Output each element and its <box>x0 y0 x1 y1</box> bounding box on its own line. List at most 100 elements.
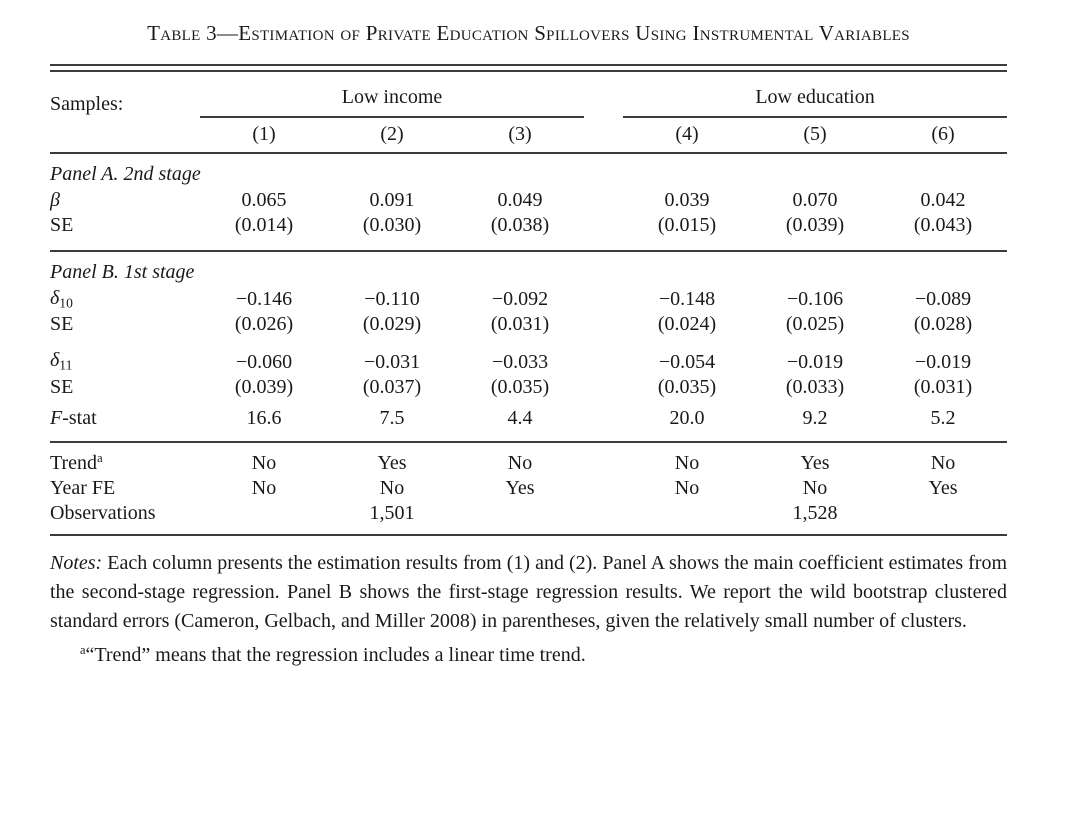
data-cell: (0.025) <box>785 313 845 336</box>
header-rule <box>50 152 1008 154</box>
fstat-row: F-stat 16.6 7.5 4.4 20.0 9.2 5.2 <box>50 400 1007 441</box>
panel-b-heading: Panel B. 1st stage <box>50 261 195 283</box>
data-cell: −0.019 <box>786 350 844 373</box>
controls-rule-row <box>50 440 1008 443</box>
year-fe-label: Year FE <box>50 476 116 499</box>
data-cell: (0.035) <box>657 375 717 398</box>
panel-b-heading-row: Panel B. 1st stage <box>50 252 1007 286</box>
se-label: SE <box>50 375 74 398</box>
delta10-se-row: SE (0.026) (0.029) (0.031) (0.024) (0.02… <box>50 312 1007 337</box>
footnote: a“Trend” means that the regression inclu… <box>50 636 1007 670</box>
delta10-row: δ10 −0.146 −0.110 −0.092 −0.148 −0.106 −… <box>50 286 1007 312</box>
trend-row: Trenda No Yes No No Yes No <box>50 443 1007 476</box>
se-label: SE <box>50 313 74 336</box>
data-cell: (0.026) <box>234 313 294 336</box>
observations-low-education: 1,528 <box>792 501 838 524</box>
data-cell: −0.092 <box>491 288 549 311</box>
col-header-1: (1) <box>252 123 276 145</box>
data-cell: 0.039 <box>664 189 710 211</box>
data-cell: Yes <box>800 451 830 474</box>
table-title: Table 3—Estimation of Private Education … <box>147 21 910 45</box>
group-gap <box>584 76 623 117</box>
bottom-rule-row <box>50 533 1008 536</box>
data-cell: −0.146 <box>235 288 293 311</box>
data-cell: (0.031) <box>490 313 550 336</box>
trend-label: Trenda <box>50 450 103 474</box>
footnote-marker: a <box>80 642 86 657</box>
observations-row: Observations 1,501 1,528 <box>50 501 1007 534</box>
spacer-row <box>50 337 1007 348</box>
col-header-5: (5) <box>803 123 827 145</box>
data-cell: 9.2 <box>802 406 828 429</box>
delta10-label: δ10 <box>50 287 73 311</box>
panel-a-heading: Panel A. 2nd stage <box>50 163 201 185</box>
data-cell: (0.035) <box>490 375 550 398</box>
data-cell: −0.060 <box>235 350 293 373</box>
data-cell: 4.4 <box>507 406 533 429</box>
data-cell: Yes <box>928 476 958 499</box>
data-cell: (0.038) <box>490 214 550 236</box>
data-cell: No <box>930 451 956 474</box>
results-table: Samples: Low income Low education (1) (2… <box>50 76 1008 536</box>
data-cell: (0.024) <box>657 313 717 336</box>
notes-paragraph: Notes: Each column presents the estimati… <box>50 549 1007 636</box>
data-cell: 0.049 <box>497 189 543 211</box>
data-cell: (0.037) <box>362 375 422 398</box>
data-cell: 0.070 <box>792 189 838 211</box>
delta11-se-row: SE (0.039) (0.037) (0.035) (0.035) (0.03… <box>50 375 1007 400</box>
group-header-low-income: Low income <box>200 76 585 118</box>
col-header-3: (3) <box>508 123 532 145</box>
data-cell: −0.031 <box>363 350 421 373</box>
data-cell: (0.033) <box>785 375 845 398</box>
col-header-4: (4) <box>675 123 699 145</box>
panel-divider-rule <box>50 250 1008 252</box>
fstat-label: F-stat <box>50 406 97 429</box>
data-cell: (0.028) <box>913 313 973 336</box>
data-cell: No <box>379 476 405 499</box>
data-cell: 0.065 <box>241 189 287 211</box>
data-cell: −0.148 <box>658 288 716 311</box>
bottom-rule <box>50 533 1008 536</box>
data-cell: (0.039) <box>785 214 845 236</box>
beta-se-row: SE (0.014) (0.030) (0.038) (0.015) (0.03… <box>50 213 1007 250</box>
column-numbers-row: (1) (2) (3) (4) (5) (6) <box>50 117 1007 152</box>
data-cell: (0.031) <box>913 375 973 398</box>
top-double-rule <box>50 64 1007 72</box>
data-cell: (0.029) <box>362 313 422 336</box>
notes-body: Each column presents the estimation resu… <box>50 551 1008 632</box>
se-label: SE <box>50 214 74 236</box>
beta-row: β 0.065 0.091 0.049 0.039 0.070 0.042 <box>50 188 1007 213</box>
data-cell: Yes <box>377 451 407 474</box>
observations-low-income: 1,501 <box>369 501 415 524</box>
samples-label: Samples: <box>50 93 124 115</box>
controls-rule <box>50 440 1008 443</box>
header-rule-row <box>50 152 1008 154</box>
beta-label: β <box>50 189 60 211</box>
data-cell: No <box>251 451 277 474</box>
data-cell: No <box>802 476 828 499</box>
samples-header-row: Samples: Low income Low education <box>50 76 1008 118</box>
data-cell: −0.106 <box>786 288 844 311</box>
data-cell: (0.039) <box>234 375 294 398</box>
data-cell: (0.043) <box>913 214 973 236</box>
data-cell: 7.5 <box>379 406 405 429</box>
year-fe-row: Year FE No No Yes No No Yes <box>50 476 1007 501</box>
data-cell: −0.019 <box>914 350 972 373</box>
panel-divider-rule-row <box>50 250 1008 252</box>
data-cell: −0.110 <box>364 288 420 311</box>
delta11-label: δ11 <box>50 349 73 373</box>
data-cell: 0.091 <box>369 189 415 211</box>
observations-label: Observations <box>50 501 156 524</box>
col-header-2: (2) <box>380 123 404 145</box>
col-header-6: (6) <box>931 123 955 145</box>
data-cell: No <box>507 451 533 474</box>
data-cell: 0.042 <box>920 189 966 211</box>
footnote-text: “Trend” means that the regression includ… <box>85 643 586 666</box>
delta11-row: δ11 −0.060 −0.031 −0.033 −0.054 −0.019 −… <box>50 348 1007 374</box>
data-cell: No <box>674 451 700 474</box>
panel-a-heading-row: Panel A. 2nd stage <box>50 154 1007 188</box>
data-cell: 20.0 <box>669 406 705 429</box>
data-cell: Yes <box>505 476 535 499</box>
notes-label: Notes: <box>50 551 103 574</box>
